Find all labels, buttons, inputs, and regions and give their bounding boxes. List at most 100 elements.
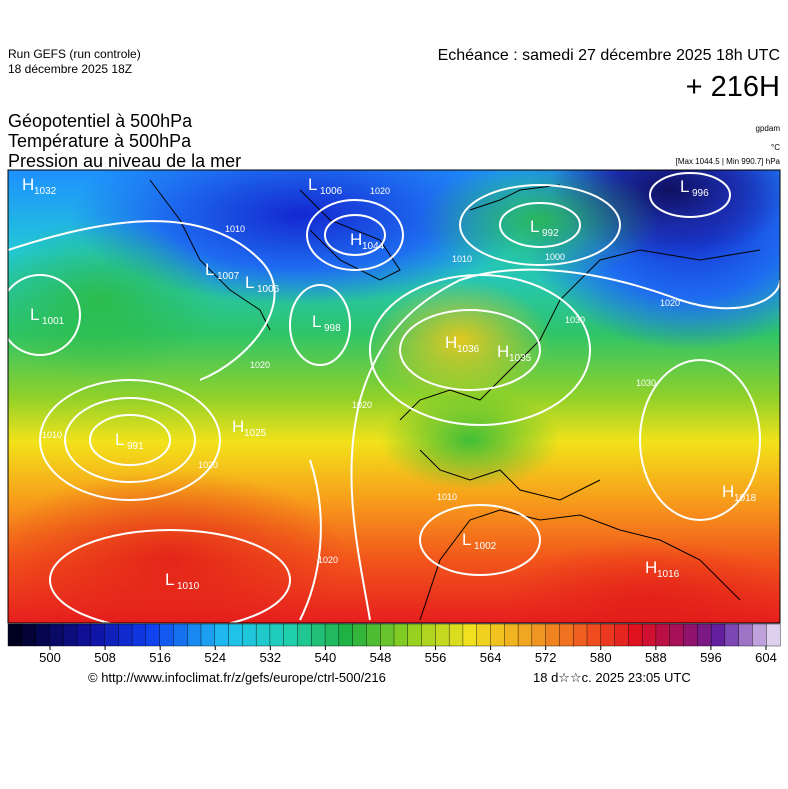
colorbar-swatch	[214, 623, 230, 647]
colorbar-swatch	[476, 623, 492, 647]
center-pressure: 998	[324, 323, 341, 334]
hot-area	[500, 540, 780, 623]
colorbar-swatch	[228, 623, 243, 647]
colorbar-tick-label: 548	[370, 650, 392, 665]
colorbar-swatch	[35, 623, 50, 647]
valid-time: Echéance : samedi 27 décembre 2025 18h U…	[438, 47, 780, 64]
colorbar-swatch	[242, 623, 257, 647]
center-pressure: 1001	[42, 316, 65, 327]
isobar	[399, 309, 541, 391]
colorbar-swatch	[724, 623, 740, 647]
colorbar-swatch	[380, 623, 395, 647]
center-kind: H	[350, 230, 362, 249]
isobar-label: 1020	[660, 298, 680, 308]
colorbar-swatch	[614, 623, 629, 647]
isobar-label: 1020	[198, 460, 218, 470]
isobar	[39, 379, 221, 501]
center-kind: L	[462, 530, 471, 549]
colorbar-swatch	[255, 623, 271, 647]
center-pressure: 1035	[509, 353, 532, 364]
colorbar-swatch	[283, 623, 299, 647]
center-kind: H	[232, 417, 244, 436]
isobar	[299, 459, 322, 621]
colorbar-swatch	[462, 623, 478, 647]
coastlines	[149, 179, 761, 621]
colorbar-swatch	[600, 623, 616, 647]
colorbar-tick-label: 604	[755, 650, 777, 665]
colorbar-swatch	[766, 623, 781, 647]
colorbar-swatch	[173, 623, 188, 647]
colorbar-tick-label: 500	[39, 650, 61, 665]
colorbar-swatch	[628, 623, 643, 647]
isobar-label: 1000	[545, 252, 565, 262]
center-pressure: 1002	[474, 541, 497, 552]
colorbar-swatch	[187, 623, 202, 647]
colorbar-swatch	[21, 623, 37, 647]
run-date: 18 décembre 2025 18Z	[8, 62, 132, 76]
colorbar-swatch	[421, 623, 436, 647]
lead-time: + 216H	[686, 71, 780, 103]
colorbar: 500 508 516 524 532 540 548 556 564 572 580 588 596 6…	[7, 623, 781, 665]
center-pressure: 1010	[177, 581, 200, 592]
center-pressure: 1025	[244, 428, 267, 439]
generated-time: 18 d☆☆c. 2025 23:05 UTC	[533, 670, 691, 685]
colorbar-swatch	[366, 623, 381, 647]
map-frame	[7, 169, 781, 624]
coastline	[399, 249, 761, 421]
center-kind: L	[312, 312, 321, 331]
colorbar-swatch	[393, 623, 409, 647]
isobar-label: 1020	[318, 555, 338, 565]
colorbar-swatch	[131, 623, 147, 647]
colorbar-swatch	[297, 623, 312, 647]
isobar	[499, 202, 581, 248]
isobar-label: 1010	[42, 430, 62, 440]
center-kind: L	[30, 305, 39, 324]
center-kind: L	[680, 177, 689, 196]
colorbar-tick-label: 580	[590, 650, 612, 665]
center-kind: H	[22, 175, 34, 194]
colorbar-tick-label: 572	[535, 650, 557, 665]
center-kind: L	[245, 273, 254, 292]
colorbar-swatch	[697, 623, 712, 647]
colorbar-tick-label: 596	[700, 650, 722, 665]
center-kind: H	[645, 558, 657, 577]
colorbar-swatch	[49, 623, 64, 647]
coastline	[419, 449, 601, 501]
colorbar-swatch	[269, 623, 285, 647]
colorbar-swatch	[545, 623, 560, 647]
colorbar-swatch	[448, 623, 464, 647]
center-pressure: 1016	[657, 569, 680, 580]
isobar-label: 1010	[452, 254, 472, 264]
center-pressure: 1006	[257, 284, 280, 295]
coastline	[469, 184, 561, 211]
coastline	[419, 509, 741, 621]
isobar	[289, 284, 351, 366]
colorbar-tick-label: 540	[315, 650, 337, 665]
isobar	[459, 184, 621, 266]
colorbar-swatch	[311, 623, 326, 647]
warm-area	[370, 280, 550, 400]
center-pressure: 1006	[320, 186, 343, 197]
colorbar-tick-label: 556	[425, 650, 447, 665]
isobar	[64, 397, 196, 483]
colorbar-swatch	[76, 623, 92, 647]
center-pressure: 996	[692, 188, 709, 199]
isobar	[639, 359, 761, 521]
center-kind: L	[308, 175, 317, 194]
isobar	[350, 268, 780, 621]
colorbar-swatch	[145, 623, 161, 647]
colorbar-swatch	[490, 623, 505, 647]
colorbar-swatch	[683, 623, 698, 647]
center-kind: L	[205, 260, 214, 279]
colorbar-swatch	[118, 623, 133, 647]
colorbar-swatch	[559, 623, 574, 647]
center-kind: H	[445, 333, 457, 352]
isobar	[49, 529, 291, 623]
colorbar-swatch	[573, 623, 588, 647]
isobar-label: 1010	[437, 492, 457, 502]
colorbar-swatch	[62, 623, 78, 647]
run-label: Run GEFS (run controle)	[8, 47, 141, 61]
source-url: © http://www.infoclimat.fr/z/gefs/europe…	[88, 670, 386, 685]
colorbar-tick-label: 532	[259, 650, 281, 665]
